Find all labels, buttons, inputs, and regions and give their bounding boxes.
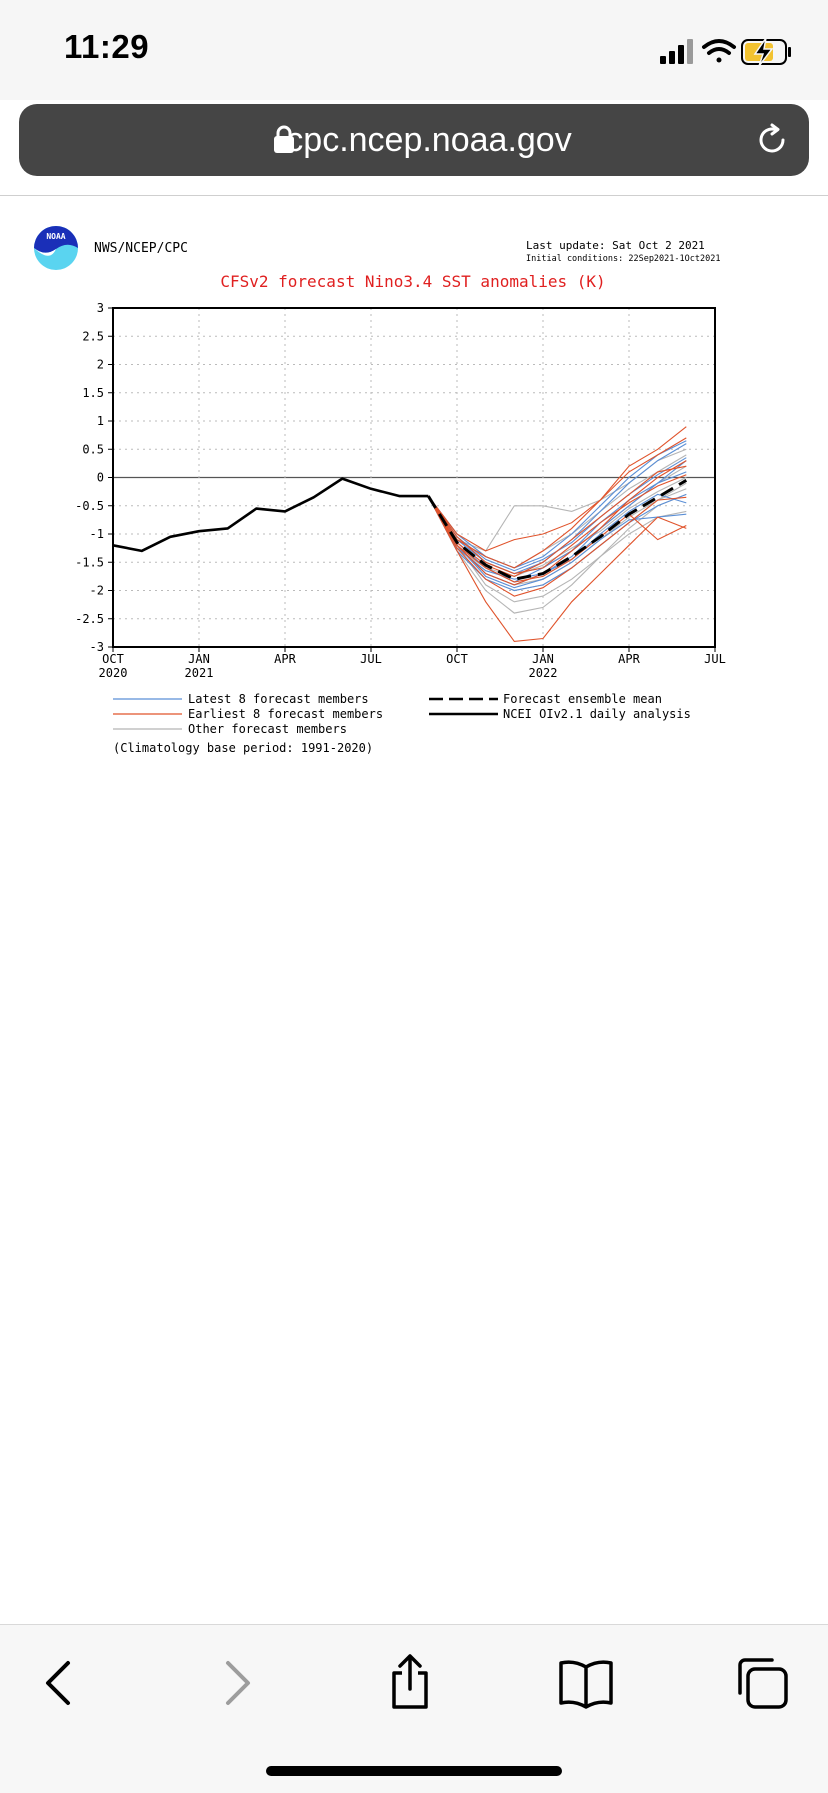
browser-toolbar: [0, 1624, 828, 1793]
share-icon[interactable]: [380, 1653, 440, 1713]
x-tick-label: JUL: [360, 652, 382, 666]
status-bar: 11:29: [0, 0, 828, 100]
home-indicator: [266, 1766, 562, 1776]
x-tick-label: APR: [618, 652, 640, 666]
y-axis-ticks: 3 2.5 2 1.5 1 0.5 0 -0.5 -1 -1.5 -2 -2.5 -3: [75, 301, 113, 654]
lock-icon: [274, 125, 294, 153]
y-tick-label: 2: [97, 358, 104, 372]
org-label: NWS/NCEP/CPC: [94, 241, 188, 256]
y-tick-label: -2.5: [75, 612, 104, 626]
earliest-member-line: [427, 437, 687, 552]
legend-mean: Forecast ensemble mean: [503, 692, 662, 706]
initial-conditions: Initial conditions: 22Sep2021-1Oct2021: [526, 254, 720, 264]
back-icon[interactable]: [30, 1653, 90, 1713]
other-member-line: [427, 495, 687, 614]
url-text[interactable]: cpc.ncep.noaa.gov: [286, 121, 572, 159]
ensemble-mean-line: [427, 479, 688, 581]
latest-member-line: [427, 440, 687, 569]
chart-title: CFSv2 forecast Nino3.4 SST anomalies (K): [220, 272, 605, 291]
logo-text: NOAA: [46, 232, 65, 241]
nino34-chart: NOAA NWS/NCEP/CPC Last update: Sat Oct 2…: [34, 226, 726, 755]
reload-icon[interactable]: [755, 122, 791, 158]
y-tick-label: 3: [97, 301, 104, 315]
forward-icon[interactable]: [206, 1653, 266, 1713]
legend-analysis: NCEI OIv2.1 daily analysis: [503, 707, 691, 721]
wifi-icon: [702, 39, 736, 63]
chart-container: NOAA NWS/NCEP/CPC Last update: Sat Oct 2…: [0, 205, 828, 775]
battery-charging-icon: [741, 37, 791, 67]
y-tick-label: 1.5: [82, 386, 104, 400]
divider: [0, 195, 828, 196]
y-tick-label: -3: [90, 640, 104, 654]
x-tick-label: OCT: [446, 652, 468, 666]
x-tick-year-label: 2020: [99, 666, 128, 680]
y-tick-label: -1: [90, 527, 104, 541]
earliest-member-line: [427, 495, 687, 597]
x-tick-year-label: 2022: [529, 666, 558, 680]
x-tick-label: JAN: [532, 652, 554, 666]
legend-latest: Latest 8 forecast members: [188, 692, 369, 706]
earliest-member-line: [427, 460, 687, 586]
bookmarks-icon[interactable]: [556, 1653, 616, 1713]
grid: [113, 308, 715, 647]
earliest-member-line: [427, 495, 687, 583]
climatology-note: (Climatology base period: 1991-2020): [113, 741, 373, 755]
y-tick-label: 2.5: [82, 329, 104, 343]
other-member-line: [427, 482, 687, 592]
status-icons: [660, 37, 791, 67]
legend-other: Other forecast members: [188, 722, 347, 736]
y-tick-label: 1: [97, 414, 104, 428]
noaa-logo: NOAA: [34, 226, 78, 270]
latest-member-line: [427, 493, 687, 592]
y-tick-label: 0: [97, 471, 104, 485]
earliest-member-line: [427, 495, 687, 642]
status-time: 11:29: [64, 28, 150, 65]
y-tick-label: -1.5: [75, 555, 104, 569]
other-member-line: [427, 465, 687, 575]
x-tick-label: OCT: [102, 652, 124, 666]
legend-earliest: Earliest 8 forecast members: [188, 707, 383, 721]
x-tick-label: JAN: [188, 652, 210, 666]
y-tick-label: -0.5: [75, 499, 104, 513]
earliest-members: [427, 426, 687, 642]
address-bar[interactable]: cpc.ncep.noaa.gov: [19, 104, 809, 176]
earliest-member-line: [427, 474, 687, 575]
cellular-signal-icon: [660, 39, 693, 64]
analysis-series: [112, 477, 429, 553]
earliest-member-line: [427, 426, 687, 569]
mean-series: [427, 479, 688, 581]
legend: Latest 8 forecast members Earliest 8 for…: [113, 692, 691, 755]
x-tick-label: APR: [274, 652, 296, 666]
x-tick-year-label: 2021: [185, 666, 214, 680]
latest-member-line: [427, 495, 687, 589]
last-update: Last update: Sat Oct 2 2021: [526, 239, 705, 252]
tabs-icon[interactable]: [732, 1653, 792, 1713]
x-tick-label: JUL: [704, 652, 726, 666]
analysis-line: [112, 477, 429, 553]
y-tick-label: 0.5: [82, 442, 104, 456]
y-tick-label: -2: [90, 584, 104, 598]
